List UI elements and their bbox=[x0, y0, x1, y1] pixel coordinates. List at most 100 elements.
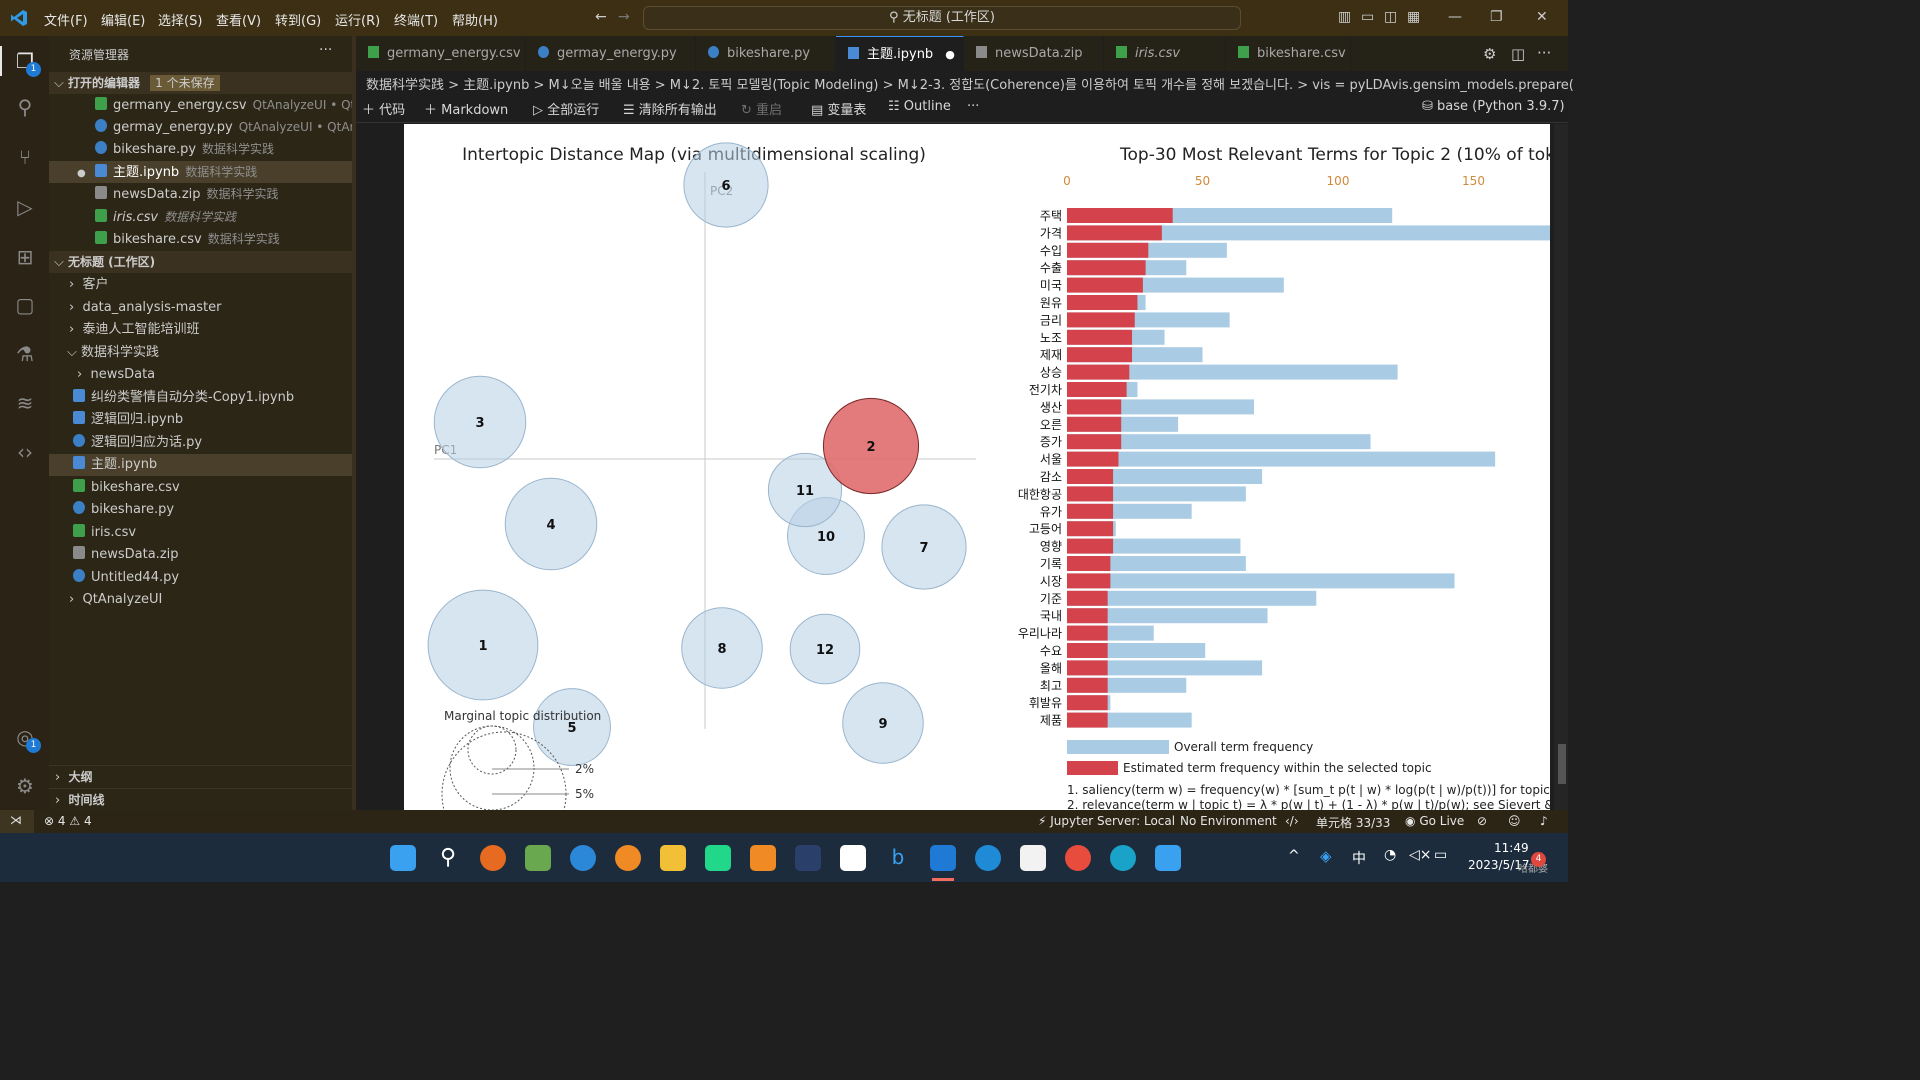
tab-iris-csv[interactable]: iris.csv bbox=[1104, 36, 1226, 71]
run-debug-icon[interactable]: ▷ bbox=[12, 194, 38, 220]
go-live-button[interactable]: ◉ Go Live bbox=[1405, 814, 1464, 828]
toggle-panel-icon[interactable]: ▭ bbox=[1361, 9, 1374, 25]
gear-icon[interactable]: ⚙ bbox=[1483, 45, 1496, 63]
tab-bikeshare-csv[interactable]: bikeshare.csv bbox=[1226, 36, 1351, 71]
clock-time[interactable]: 11:49 bbox=[1494, 841, 1529, 855]
toggle-secondary-sidebar-icon[interactable]: ◫ bbox=[1384, 9, 1397, 25]
scrollbar-thumb[interactable] bbox=[1558, 744, 1566, 784]
menu-help[interactable]: 帮助(H) bbox=[452, 10, 498, 29]
ime-indicator[interactable]: 中 bbox=[1352, 848, 1366, 868]
customize-layout-icon[interactable]: ▦ bbox=[1407, 9, 1420, 25]
open-editor-item-active[interactable]: ● 主题.ipynb 数据科学实践 bbox=[49, 161, 352, 183]
open-editor-item[interactable]: iris.csv 数据科学实践 bbox=[49, 206, 352, 228]
open-editor-item[interactable]: newsData.zip 数据科学实践 bbox=[49, 183, 352, 205]
menu-selection[interactable]: 选择(S) bbox=[158, 10, 202, 29]
file-item[interactable]: 逻辑回归应为话.py bbox=[49, 432, 352, 454]
bing-icon[interactable]: b bbox=[885, 845, 911, 871]
taskbar-search-icon[interactable]: ⚲ bbox=[435, 845, 461, 871]
open-editors-section[interactable]: ⌵ 打开的编辑器 1 个未保存 bbox=[49, 72, 352, 94]
remote-indicator[interactable]: ⋊ bbox=[0, 810, 34, 833]
battery-icon[interactable]: ▭ bbox=[1434, 847, 1447, 863]
menu-view[interactable]: 查看(V) bbox=[216, 10, 261, 29]
wifi-icon[interactable]: ◔ bbox=[1384, 847, 1396, 863]
workspace-section[interactable]: ⌵ 无标题 (工作区) bbox=[49, 251, 352, 273]
menu-terminal[interactable]: 终端(T) bbox=[394, 10, 438, 29]
file-item[interactable]: bikeshare.py bbox=[49, 499, 352, 521]
split-editor-icon[interactable]: ◫ bbox=[1511, 45, 1525, 63]
typora-icon[interactable] bbox=[840, 845, 866, 871]
cell-position[interactable]: 单元格 33/33 bbox=[1316, 814, 1390, 831]
timeline-section[interactable]: › 时间线 bbox=[49, 788, 352, 810]
open-editor-item[interactable]: bikeshare.py 数据科学实践 bbox=[49, 138, 352, 160]
file-item[interactable]: Untitled44.py bbox=[49, 567, 352, 589]
source-control-icon[interactable]: ⑂ bbox=[12, 144, 38, 170]
docker-icon[interactable]: ≋ bbox=[12, 390, 38, 416]
search-icon[interactable]: ⚲ bbox=[12, 94, 38, 120]
tray-chevron-icon[interactable]: ^ bbox=[1288, 848, 1300, 864]
file-item[interactable]: bikeshare.csv bbox=[49, 477, 352, 499]
everything-search-icon[interactable] bbox=[615, 845, 641, 871]
minimize-icon[interactable]: — bbox=[1448, 9, 1462, 25]
edge-icon[interactable] bbox=[1110, 845, 1136, 871]
no-bell-icon[interactable]: ⊘ bbox=[1477, 814, 1487, 828]
chrome-icon[interactable] bbox=[1065, 845, 1091, 871]
typescript-app-icon[interactable] bbox=[570, 845, 596, 871]
start-menu-icon[interactable] bbox=[390, 845, 416, 871]
extensions-icon[interactable]: ⊞ bbox=[12, 244, 38, 270]
tab-germay-energy-py[interactable]: germay_energy.py bbox=[526, 36, 696, 71]
app-icon[interactable] bbox=[795, 845, 821, 871]
code-icon[interactable]: ‹/› bbox=[1285, 814, 1299, 828]
outline-section[interactable]: › 大纲 bbox=[49, 765, 352, 787]
file-item[interactable]: iris.csv bbox=[49, 522, 352, 544]
document-icon[interactable] bbox=[1020, 845, 1046, 871]
environment-status[interactable]: No Environment bbox=[1180, 814, 1277, 828]
folder-item[interactable]: › newsData bbox=[49, 364, 352, 386]
settings-gear-icon[interactable]: ⚙ bbox=[12, 773, 38, 799]
forward-arrow-icon[interactable]: → bbox=[618, 9, 630, 25]
breadcrumb[interactable]: 数据科学实践 > 主题.ipynb > M↓오늘 배울 내용 > M↓2. 토픽… bbox=[366, 74, 1574, 93]
file-item[interactable]: 纠纷类警情自动分类-Copy1.ipynb bbox=[49, 387, 352, 409]
variables-button[interactable]: ▤ 变量表 bbox=[811, 99, 866, 118]
volume-mute-icon[interactable]: ◁× bbox=[1409, 847, 1432, 863]
close-icon[interactable]: ✕ bbox=[1536, 9, 1548, 25]
notifications-bell-icon[interactable]: ♪ bbox=[1540, 814, 1548, 828]
clear-outputs-button[interactable]: ☰ 清除所有输出 bbox=[623, 99, 717, 118]
add-markdown-button[interactable]: ＋ Markdown bbox=[424, 99, 508, 118]
more-toolbar-icon[interactable]: ··· bbox=[967, 99, 979, 114]
tray-app-icon[interactable]: ◈ bbox=[1320, 847, 1332, 865]
remote-explorer-icon[interactable]: ▢ bbox=[12, 292, 38, 318]
live-share-icon[interactable]: ‹› bbox=[12, 439, 38, 465]
menu-go[interactable]: 转到(G) bbox=[275, 10, 321, 29]
file-item-active[interactable]: 主题.ipynb bbox=[49, 454, 352, 476]
editor-scrollbar[interactable] bbox=[1554, 124, 1568, 810]
problems-indicator[interactable]: ⊗ 4 ⚠ 4 bbox=[44, 814, 92, 828]
more-actions-icon[interactable]: ··· bbox=[319, 42, 332, 58]
restore-icon[interactable]: ❐ bbox=[1490, 9, 1503, 25]
firefox-icon[interactable] bbox=[480, 845, 506, 871]
open-editor-item[interactable]: bikeshare.csv 数据科学实践 bbox=[49, 228, 352, 250]
menu-run[interactable]: 运行(R) bbox=[335, 10, 380, 29]
folder-item[interactable]: › QtAnalyzeUI bbox=[49, 589, 352, 611]
file-item[interactable]: 逻辑回归.ipynb bbox=[49, 409, 352, 431]
sublime-icon[interactable] bbox=[750, 845, 776, 871]
command-center-search[interactable]: ⚲ 无标题 (工作区) bbox=[643, 6, 1241, 30]
image-viewer-icon[interactable] bbox=[525, 845, 551, 871]
back-arrow-icon[interactable]: ← bbox=[595, 9, 607, 25]
ie-icon[interactable] bbox=[975, 845, 1001, 871]
tab-bikeshare-py[interactable]: bikeshare.py bbox=[696, 36, 836, 71]
folder-item[interactable]: › 客户 bbox=[49, 274, 352, 296]
add-code-button[interactable]: ＋ 代码 bbox=[362, 99, 405, 118]
vscode-taskbar-icon[interactable] bbox=[930, 845, 956, 871]
notepad-icon[interactable] bbox=[1155, 845, 1181, 871]
jupyter-server-status[interactable]: ⚡ Jupyter Server: Local bbox=[1038, 814, 1175, 828]
tab-newsdata-zip[interactable]: newsData.zip bbox=[964, 36, 1104, 71]
folder-item-expanded[interactable]: ⌵ 数据科学实践 bbox=[49, 342, 352, 364]
testing-icon[interactable]: ⚗ bbox=[12, 341, 38, 367]
more-actions-icon[interactable]: ··· bbox=[1537, 44, 1551, 62]
folder-item[interactable]: › data_analysis-master bbox=[49, 297, 352, 319]
folder-item[interactable]: › 泰迪人工智能培训班 bbox=[49, 319, 352, 341]
run-all-button[interactable]: ▷ 全部运行 bbox=[533, 99, 599, 118]
outline-button[interactable]: ☷ Outline bbox=[888, 99, 951, 114]
